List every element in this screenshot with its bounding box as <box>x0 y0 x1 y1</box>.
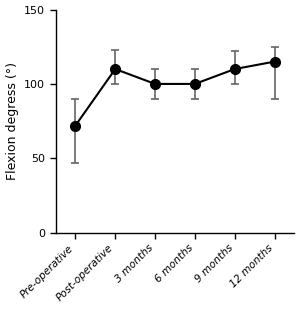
Y-axis label: Flexion degress (°): Flexion degress (°) <box>6 62 19 180</box>
